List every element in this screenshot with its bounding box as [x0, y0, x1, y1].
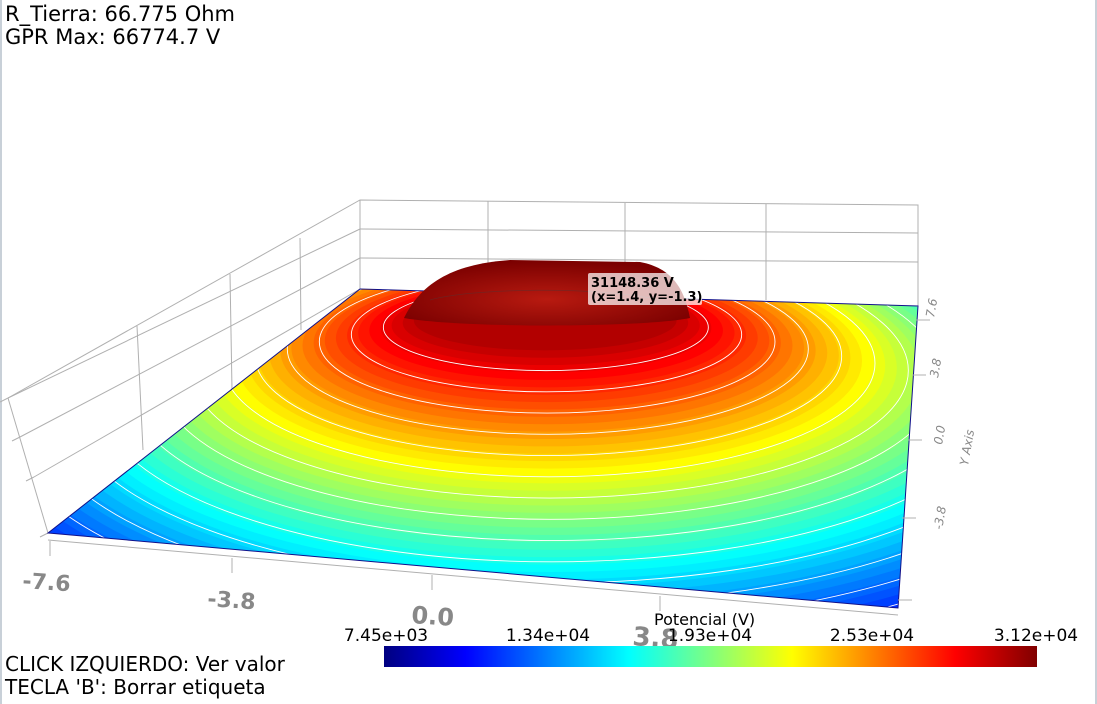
resistance-readout: R_Tierra: 66.775 Ohm: [5, 2, 235, 26]
colorbar: [384, 646, 1037, 667]
y-tick-labels: 7.6 3.8 0.0 Y Axis -3.8: [923, 297, 977, 531]
colorbar-tick: 2.53e+04: [829, 626, 915, 646]
axes-box: [0, 199, 919, 538]
surface-edge: [46, 288, 919, 609]
colorbar-tick: 1.34e+04: [505, 626, 591, 646]
potential-surface[interactable]: [0, 180, 1097, 668]
y-tick-label: 7.6: [923, 297, 940, 319]
y-tick-label: -3.8: [931, 505, 949, 531]
y-axis-label: Y Axis: [957, 429, 977, 467]
colorbar-tick: 3.12e+04: [993, 626, 1079, 646]
x-tick-label: -3.8: [207, 587, 257, 615]
colorbar-tick: 7.45e+03: [343, 626, 429, 646]
contour-line: [286, 289, 809, 435]
x-tick-label: 0.0: [411, 601, 455, 632]
colorbar-title: Potencial (V): [654, 610, 756, 629]
x-axis: [47, 319, 930, 616]
tooltip-value: 31148.36 V: [591, 276, 674, 291]
hint-key-b: TECLA 'B': Borrar etiqueta: [5, 675, 266, 699]
hint-left-click: CLICK IZQUIERDO: Ver valor: [5, 652, 285, 676]
contour-line: [382, 289, 709, 372]
gpr-max-readout: GPR Max: 66774.7 V: [5, 25, 221, 49]
tooltip-coords: (x=1.4, y=-1.3): [591, 290, 702, 305]
contour-line: [318, 289, 776, 414]
colorbar-tick: 1.93e+04: [667, 626, 753, 646]
y-tick-label: 0.0: [931, 424, 948, 446]
x-tick-label: -7.6: [22, 569, 72, 597]
value-tooltip: 31148.36 V (x=1.4, y=-1.3): [588, 273, 702, 305]
contour-line: [350, 289, 743, 393]
y-tick-label: 3.8: [927, 357, 944, 379]
